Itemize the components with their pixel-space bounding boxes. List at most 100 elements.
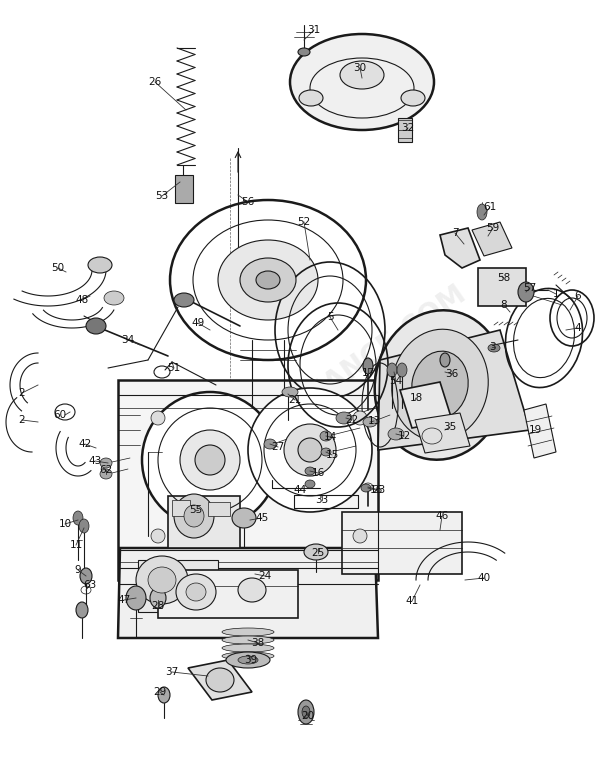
Ellipse shape <box>184 505 204 527</box>
Ellipse shape <box>290 34 434 130</box>
Bar <box>208 502 230 516</box>
Ellipse shape <box>320 431 332 441</box>
Polygon shape <box>118 548 378 638</box>
Text: 22: 22 <box>346 415 359 425</box>
Ellipse shape <box>232 508 256 528</box>
Text: 30: 30 <box>353 63 367 73</box>
Text: 27: 27 <box>271 442 284 452</box>
Text: 4: 4 <box>575 323 581 333</box>
Text: 16: 16 <box>311 468 325 478</box>
Ellipse shape <box>397 363 407 377</box>
Ellipse shape <box>80 568 92 584</box>
Text: 36: 36 <box>445 369 458 379</box>
Text: 6: 6 <box>575 291 581 301</box>
Text: 19: 19 <box>529 425 542 435</box>
Text: 59: 59 <box>487 223 500 233</box>
Text: 60: 60 <box>53 410 67 420</box>
Ellipse shape <box>387 363 397 377</box>
Text: 12: 12 <box>397 431 410 441</box>
Text: 13: 13 <box>367 416 380 426</box>
Ellipse shape <box>363 358 373 374</box>
Ellipse shape <box>518 282 534 302</box>
Text: 46: 46 <box>436 511 449 521</box>
Ellipse shape <box>100 469 112 479</box>
Polygon shape <box>400 382 452 428</box>
Text: 37: 37 <box>166 667 179 677</box>
Ellipse shape <box>240 258 296 302</box>
Bar <box>342 512 462 574</box>
Text: 55: 55 <box>190 505 203 515</box>
Text: 53: 53 <box>155 191 169 201</box>
Text: 26: 26 <box>148 77 161 87</box>
Text: 28: 28 <box>151 601 164 611</box>
Text: 17: 17 <box>361 368 374 378</box>
Ellipse shape <box>226 652 270 668</box>
Text: 31: 31 <box>307 25 320 35</box>
Ellipse shape <box>238 656 258 664</box>
Bar <box>175 175 193 203</box>
Ellipse shape <box>195 445 225 475</box>
Text: 2: 2 <box>19 388 25 398</box>
Text: 49: 49 <box>191 318 205 328</box>
Ellipse shape <box>298 438 322 462</box>
Ellipse shape <box>361 484 371 492</box>
Text: 32: 32 <box>401 123 415 133</box>
Ellipse shape <box>412 351 468 419</box>
Text: 10: 10 <box>58 519 71 529</box>
Text: 20: 20 <box>301 711 314 721</box>
Bar <box>138 560 218 612</box>
Text: 8: 8 <box>500 300 508 310</box>
Bar <box>478 268 526 306</box>
Ellipse shape <box>142 392 278 528</box>
Ellipse shape <box>305 467 315 475</box>
Bar <box>398 118 412 142</box>
Text: 24: 24 <box>259 571 272 581</box>
Ellipse shape <box>298 700 314 724</box>
Ellipse shape <box>298 48 310 56</box>
Text: 23: 23 <box>373 485 386 495</box>
Ellipse shape <box>73 511 83 525</box>
Text: 62: 62 <box>100 465 113 475</box>
Bar <box>158 570 298 618</box>
Ellipse shape <box>136 556 188 604</box>
Ellipse shape <box>374 311 505 460</box>
Text: 25: 25 <box>311 548 325 558</box>
Ellipse shape <box>321 448 331 456</box>
Polygon shape <box>188 660 252 700</box>
Text: 63: 63 <box>83 580 97 590</box>
Ellipse shape <box>88 257 112 273</box>
Text: 35: 35 <box>443 422 457 432</box>
Ellipse shape <box>401 90 425 106</box>
Ellipse shape <box>336 412 352 424</box>
Text: 40: 40 <box>478 573 491 583</box>
Ellipse shape <box>248 388 372 512</box>
Text: 7: 7 <box>452 228 458 238</box>
Polygon shape <box>415 413 470 453</box>
Ellipse shape <box>79 519 89 533</box>
Ellipse shape <box>148 567 176 593</box>
Text: 50: 50 <box>52 263 65 273</box>
Ellipse shape <box>238 578 266 602</box>
Ellipse shape <box>264 439 276 449</box>
Text: 42: 42 <box>79 439 92 449</box>
Ellipse shape <box>282 387 298 397</box>
Ellipse shape <box>76 602 88 618</box>
Ellipse shape <box>126 586 146 610</box>
Bar <box>168 496 240 548</box>
Text: 38: 38 <box>251 638 265 648</box>
Ellipse shape <box>305 480 315 488</box>
Ellipse shape <box>151 529 165 543</box>
Text: 2: 2 <box>19 415 25 425</box>
Text: 43: 43 <box>88 456 101 466</box>
Ellipse shape <box>440 353 450 367</box>
Ellipse shape <box>340 61 384 89</box>
Text: 1: 1 <box>553 289 559 299</box>
Text: 14: 14 <box>323 432 337 442</box>
Ellipse shape <box>304 544 328 560</box>
Ellipse shape <box>388 428 404 440</box>
Bar <box>172 500 190 516</box>
Ellipse shape <box>302 706 310 718</box>
Ellipse shape <box>222 628 274 636</box>
Polygon shape <box>524 404 556 458</box>
Ellipse shape <box>477 204 487 220</box>
